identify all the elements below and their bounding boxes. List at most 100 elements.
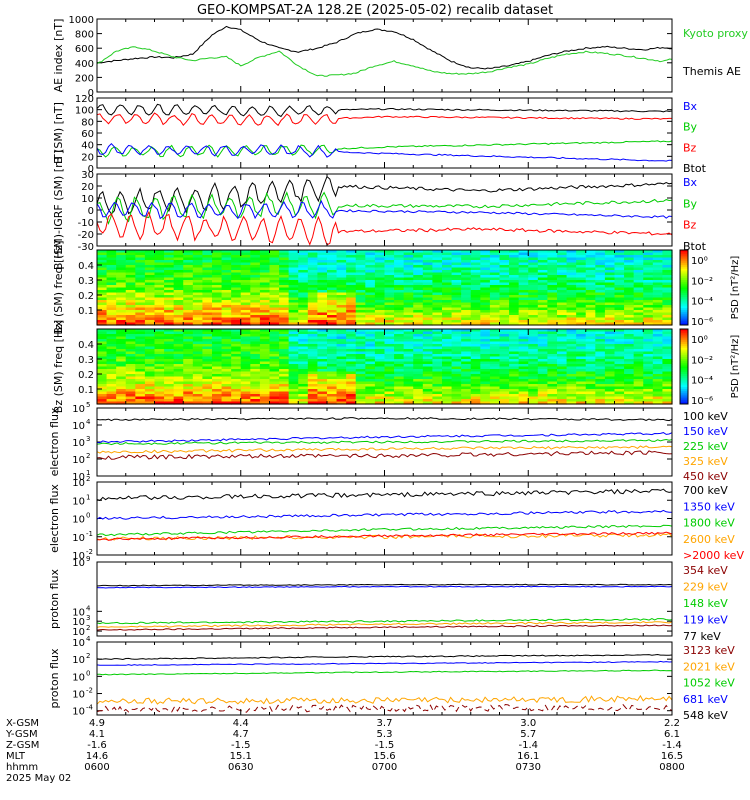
heatmap-cell: [547, 396, 558, 400]
heatmap-cell: [643, 366, 654, 370]
heatmap-cell: [231, 394, 242, 398]
heatmap-cell: [537, 371, 549, 375]
heatmap-cell: [97, 250, 108, 254]
heatmap-cell: [221, 371, 232, 375]
heatmap-cell: [173, 280, 184, 284]
heatmap-cell: [250, 290, 261, 294]
heatmap-cell: [106, 262, 117, 266]
heatmap-cell: [307, 394, 319, 398]
heatmap-cell: [298, 396, 309, 400]
heatmap-cell: [355, 300, 366, 304]
heatmap-cell: [279, 262, 290, 266]
heatmap-cell: [509, 260, 520, 264]
heatmap-cell: [432, 272, 443, 276]
heatmap-cell: [413, 366, 424, 370]
heatmap-cell: [461, 295, 472, 299]
heatmap-cell: [470, 297, 481, 301]
heatmap-cell: [106, 356, 117, 360]
heatmap-cell: [336, 262, 347, 266]
heatmap-cell: [652, 295, 664, 299]
heatmap-cell: [298, 312, 309, 316]
heatmap-cell: [307, 277, 319, 281]
heatmap-cell: [595, 285, 606, 289]
heatmap-cell: [116, 329, 127, 333]
heatmap-cell: [633, 391, 644, 395]
heatmap-cell: [202, 270, 213, 274]
heatmap-cell: [442, 389, 453, 393]
heatmap-cell: [557, 270, 568, 274]
heatmap-cell: [298, 329, 309, 333]
heatmap-cell: [604, 257, 616, 261]
heatmap-cell: [528, 346, 539, 350]
ytick-label: 80: [81, 117, 94, 128]
heatmap-cell: [183, 275, 194, 279]
heatmap-cell: [240, 312, 251, 316]
heatmap-cell: [652, 376, 664, 380]
heatmap-cell: [652, 277, 664, 281]
heatmap-cell: [557, 267, 568, 271]
heatmap-cell: [662, 374, 673, 378]
heatmap-cell: [413, 336, 424, 340]
heatmap-cell: [643, 349, 654, 353]
heatmap-cell: [202, 257, 213, 261]
heatmap-cell: [566, 252, 577, 256]
heatmap-cell: [614, 275, 625, 279]
xaxis-value: 4.1: [89, 729, 105, 740]
heatmap-cell: [595, 386, 606, 390]
heatmap-cell: [480, 257, 491, 261]
heatmap-cell: [509, 389, 520, 393]
heatmap-cell: [317, 354, 328, 358]
heatmap-cell: [307, 346, 319, 350]
heatmap-cell: [125, 339, 136, 343]
heatmap-cell: [432, 341, 443, 345]
heatmap-cell: [327, 346, 338, 350]
heatmap-cell: [240, 364, 251, 368]
heatmap-cell: [336, 250, 347, 254]
heatmap-cell: [231, 267, 242, 271]
heatmap-cell: [221, 302, 232, 306]
heatmap-cell: [604, 265, 616, 269]
heatmap-cell: [413, 310, 424, 314]
heatmap-cell: [451, 310, 462, 314]
heatmap-cell: [643, 394, 654, 398]
heatmap-cell: [643, 307, 654, 311]
heatmap-cell: [585, 339, 596, 343]
heatmap-cell: [461, 356, 472, 360]
heatmap-cell: [259, 302, 271, 306]
heatmap-cell: [374, 349, 386, 353]
heatmap-cell: [528, 339, 539, 343]
heatmap-cell: [537, 322, 549, 326]
heatmap-cell: [403, 349, 414, 353]
heatmap-cell: [509, 391, 520, 395]
heatmap-cell: [413, 401, 424, 405]
heatmap-cell: [614, 371, 625, 375]
heatmap-cell: [461, 290, 472, 294]
heatmap-cell: [307, 255, 319, 259]
heatmap-cell: [403, 396, 414, 400]
heatmap-cell: [250, 322, 261, 326]
heatmap-cell: [652, 302, 664, 306]
heatmap-cell: [346, 381, 357, 385]
heatmap-cell: [461, 257, 472, 261]
heatmap-cell: [489, 366, 501, 370]
heatmap-cell: [192, 312, 204, 316]
heatmap-cell: [489, 312, 501, 316]
heatmap-cell: [259, 287, 271, 291]
colorbar-cell: [680, 317, 688, 320]
heatmap-cell: [489, 341, 501, 345]
heatmap-cell: [298, 317, 309, 321]
heatmap-cell: [624, 396, 635, 400]
heatmap-cell: [470, 369, 481, 373]
heatmap-cell: [413, 270, 424, 274]
heatmap-cell: [346, 257, 357, 261]
heatmap-cell: [116, 302, 127, 306]
heatmap-cell: [576, 282, 587, 286]
colorbar-label: PSD [nT²/Hz]: [730, 256, 741, 320]
heatmap-cell: [279, 376, 290, 380]
heatmap-cell: [480, 307, 491, 311]
heatmap-cell: [557, 381, 568, 385]
heatmap-cell: [509, 277, 520, 281]
heatmap-cell: [144, 334, 156, 338]
heatmap-cell: [346, 339, 357, 343]
heatmap-cell: [365, 391, 376, 395]
